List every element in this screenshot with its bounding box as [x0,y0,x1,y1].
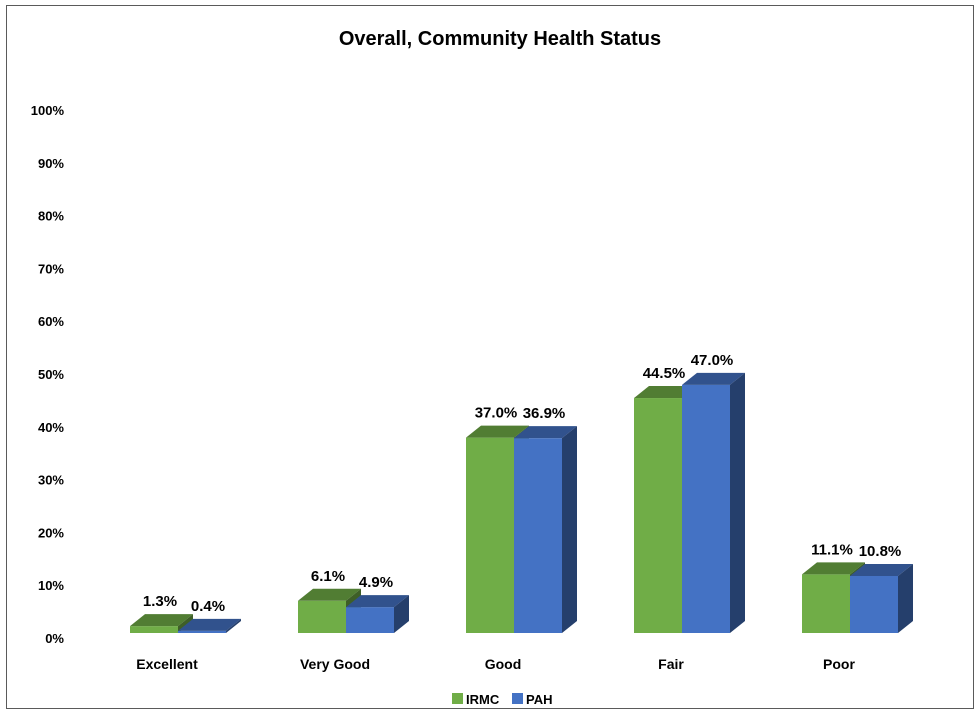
bar-pah-good: 36.9% [514,405,577,633]
legend-item-pah: PAH [512,692,552,707]
y-tick-label: 10% [38,578,64,593]
y-tick-label: 30% [38,473,64,488]
y-tick-label: 70% [38,261,64,276]
data-label: 4.9% [359,574,393,591]
legend-swatch [452,693,463,704]
data-label: 47.0% [691,352,734,369]
bar-side [562,426,577,633]
data-label: 10.8% [859,543,902,560]
bar-side [730,373,745,633]
bar-pah-very-good: 4.9% [346,574,409,633]
data-label: 44.5% [643,365,686,382]
data-label: 6.1% [311,568,345,585]
data-label: 11.1% [811,541,853,558]
y-tick-label: 80% [38,209,64,224]
y-tick-label: 40% [38,420,64,435]
y-axis: 0% 10% 20% 30% 40% 50% 60% 70% 80% 90% 100% [31,103,65,646]
legend: IRMC PAH [452,692,552,707]
bars: 1.3% 0.4% 6.1% 4.9% 37.0% 36.9% 44.5% 47.0% 11.1… [130,352,913,633]
bar-side [898,564,913,633]
data-label: 36.9% [523,405,566,422]
y-tick-label: 0% [45,631,64,646]
bar-front [514,438,562,633]
x-tick-label: Excellent [136,656,198,672]
data-label: 0.4% [191,598,225,615]
legend-label: PAH [526,692,552,707]
x-tick-label: Good [485,656,522,672]
bar-front [634,398,682,633]
chart-title: Overall, Community Health Status [339,28,661,50]
bar-front [298,601,346,633]
legend-swatch [512,693,523,704]
bar-pah-fair: 47.0% [682,352,745,633]
bar-front [130,626,178,633]
y-tick-label: 50% [38,367,64,382]
legend-item-irmc: IRMC [452,692,500,707]
y-tick-label: 100% [31,103,65,118]
bar-front [802,574,850,633]
bar-front [682,385,730,633]
x-tick-label: Fair [658,656,684,672]
x-tick-label: Poor [823,656,855,672]
legend-label: IRMC [466,692,500,707]
y-tick-label: 90% [38,156,64,171]
bar-front [346,607,394,633]
bar-front [466,438,514,633]
data-label: 1.3% [143,593,177,610]
bar-front [178,631,226,633]
bar-front [850,576,898,633]
data-label: 37.0% [475,405,518,422]
y-tick-label: 60% [38,314,64,329]
x-tick-label: Very Good [300,656,370,672]
x-axis: Excellent Very Good Good Fair Poor [136,656,855,672]
y-tick-label: 20% [38,525,64,540]
bar-pah-poor: 10.8% [850,543,913,633]
